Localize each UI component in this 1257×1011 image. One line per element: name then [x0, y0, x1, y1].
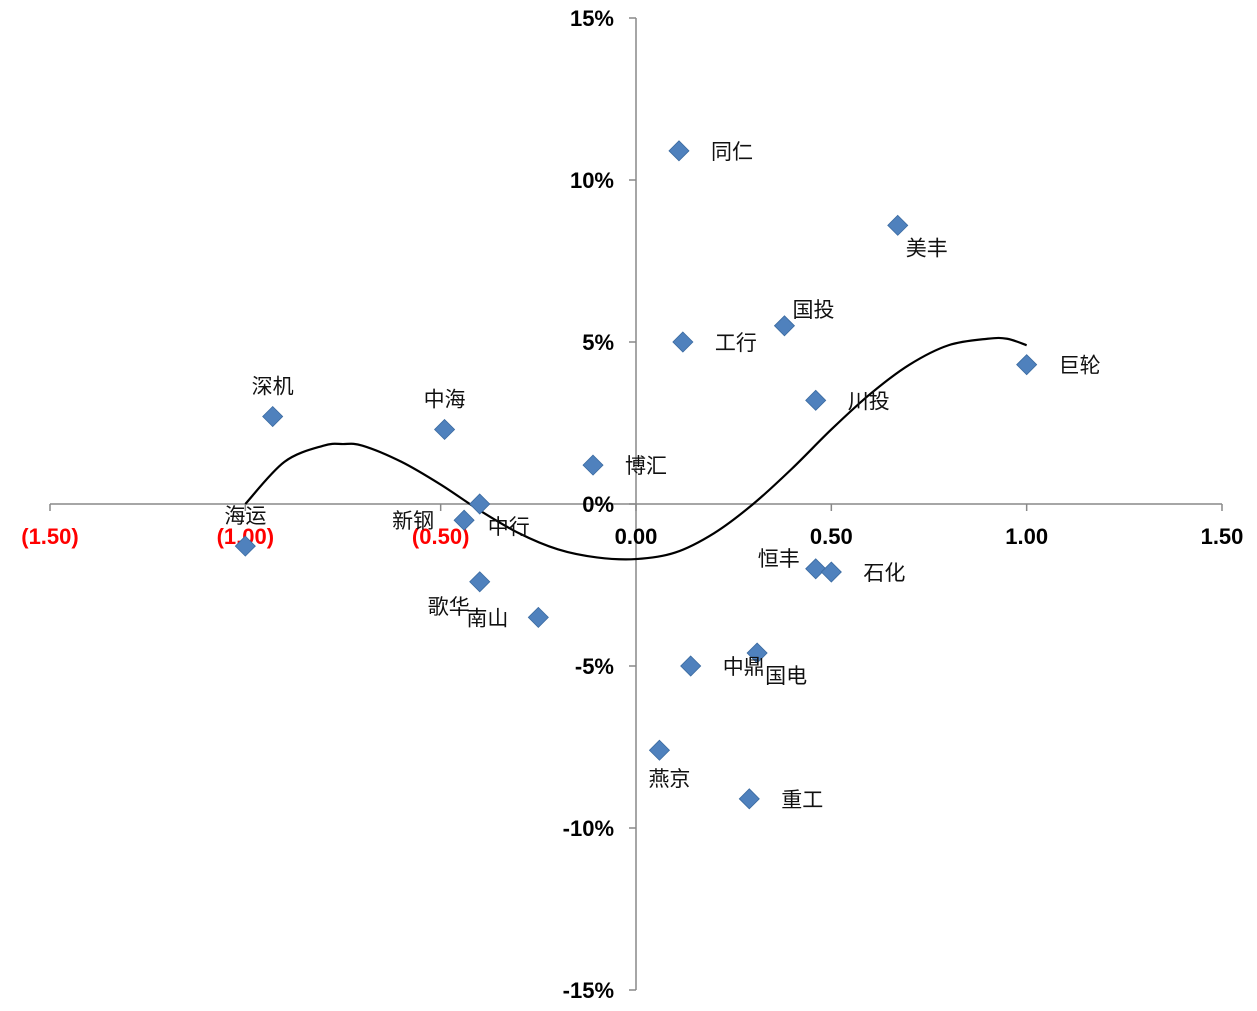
point-label: 歌华	[428, 595, 470, 619]
point-label: 中行	[488, 515, 530, 539]
y-tick-label: 0%	[582, 492, 614, 517]
data-point	[469, 571, 491, 593]
data-point	[820, 561, 842, 583]
data-point	[469, 493, 491, 515]
data-point	[582, 454, 604, 476]
point-label: 川投	[848, 389, 890, 413]
points-layer	[234, 140, 1038, 810]
data-point	[668, 140, 690, 162]
data-point	[773, 315, 796, 337]
y-tick-label: -15%	[563, 978, 614, 1003]
y-tick-label: -10%	[563, 816, 614, 841]
data-point	[672, 331, 694, 353]
x-tick-label: (0.50)	[412, 524, 469, 549]
data-point	[680, 655, 702, 677]
y-tick-label: 15%	[570, 6, 614, 31]
y-tick-label: -5%	[575, 654, 614, 679]
trend-curve-layer	[244, 336, 1028, 561]
x-tick-label: (1.50)	[21, 524, 78, 549]
point-label: 工行	[715, 331, 757, 355]
data-point	[746, 642, 768, 664]
point-label: 石化	[863, 561, 905, 585]
data-point	[887, 214, 909, 236]
point-label: 中鼎	[723, 655, 765, 679]
y-tick-label: 5%	[582, 330, 614, 355]
point-label: 新钢	[392, 509, 434, 533]
point-label: 博汇	[625, 454, 667, 478]
axes: (1.50)(1.00)(0.50)0.000.501.001.5015%10%…	[21, 6, 1243, 1003]
x-tick-label: 0.50	[810, 524, 853, 549]
data-point	[805, 558, 827, 580]
x-tick-label: 0.00	[615, 524, 658, 549]
point-label: 美丰	[906, 236, 948, 260]
x-tick-label: 1.00	[1005, 524, 1048, 549]
point-label: 深机	[252, 375, 294, 399]
point-label: 同仁	[711, 140, 753, 164]
data-point	[1016, 354, 1038, 376]
point-label: 重工	[781, 788, 823, 812]
data-point	[434, 418, 456, 441]
data-point	[738, 788, 760, 810]
data-point	[234, 535, 256, 557]
data-point	[648, 739, 671, 761]
data-point	[262, 405, 284, 428]
point-label: 国电	[765, 664, 807, 688]
trend-curve	[244, 336, 1028, 561]
point-label: 中海	[424, 387, 466, 411]
point-label: 国投	[792, 298, 834, 322]
point-label: 巨轮	[1059, 354, 1101, 378]
data-point	[453, 509, 475, 531]
data-point	[805, 389, 827, 411]
data-point	[527, 606, 549, 628]
point-label: 燕京	[648, 767, 690, 791]
point-label: 恒丰	[758, 547, 800, 571]
point-label: 海运	[224, 504, 266, 528]
y-tick-label: 10%	[570, 168, 614, 193]
x-tick-label: 1.50	[1201, 524, 1244, 549]
point-label: 南山	[466, 606, 508, 630]
